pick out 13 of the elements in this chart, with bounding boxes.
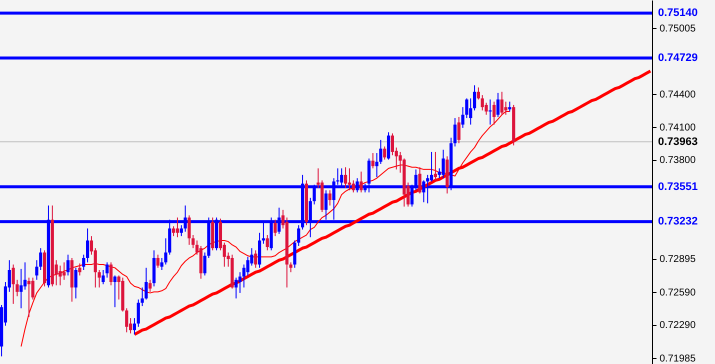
y-tick-label: 0.74400 xyxy=(660,90,696,101)
y-tick-label: 0.73800 xyxy=(660,155,696,166)
ref-line-label: 0.73232 xyxy=(658,216,698,228)
ref-line-label: 0.75140 xyxy=(658,7,698,20)
y-tick-label: 0.72290 xyxy=(660,320,696,332)
ref-line-label: 0.74729 xyxy=(658,52,698,64)
y-tick-label: 0.74100 xyxy=(660,122,696,134)
ref-line-label: 0.73963 xyxy=(658,136,698,148)
ref-line-label: 0.73551 xyxy=(658,180,698,193)
y-tick-label: 0.72895 xyxy=(660,254,696,266)
y-tick-label: 0.72590 xyxy=(660,287,696,298)
y-tick-label: 0.75005 xyxy=(660,23,696,34)
y-tick-label: 0.71985 xyxy=(660,353,696,364)
